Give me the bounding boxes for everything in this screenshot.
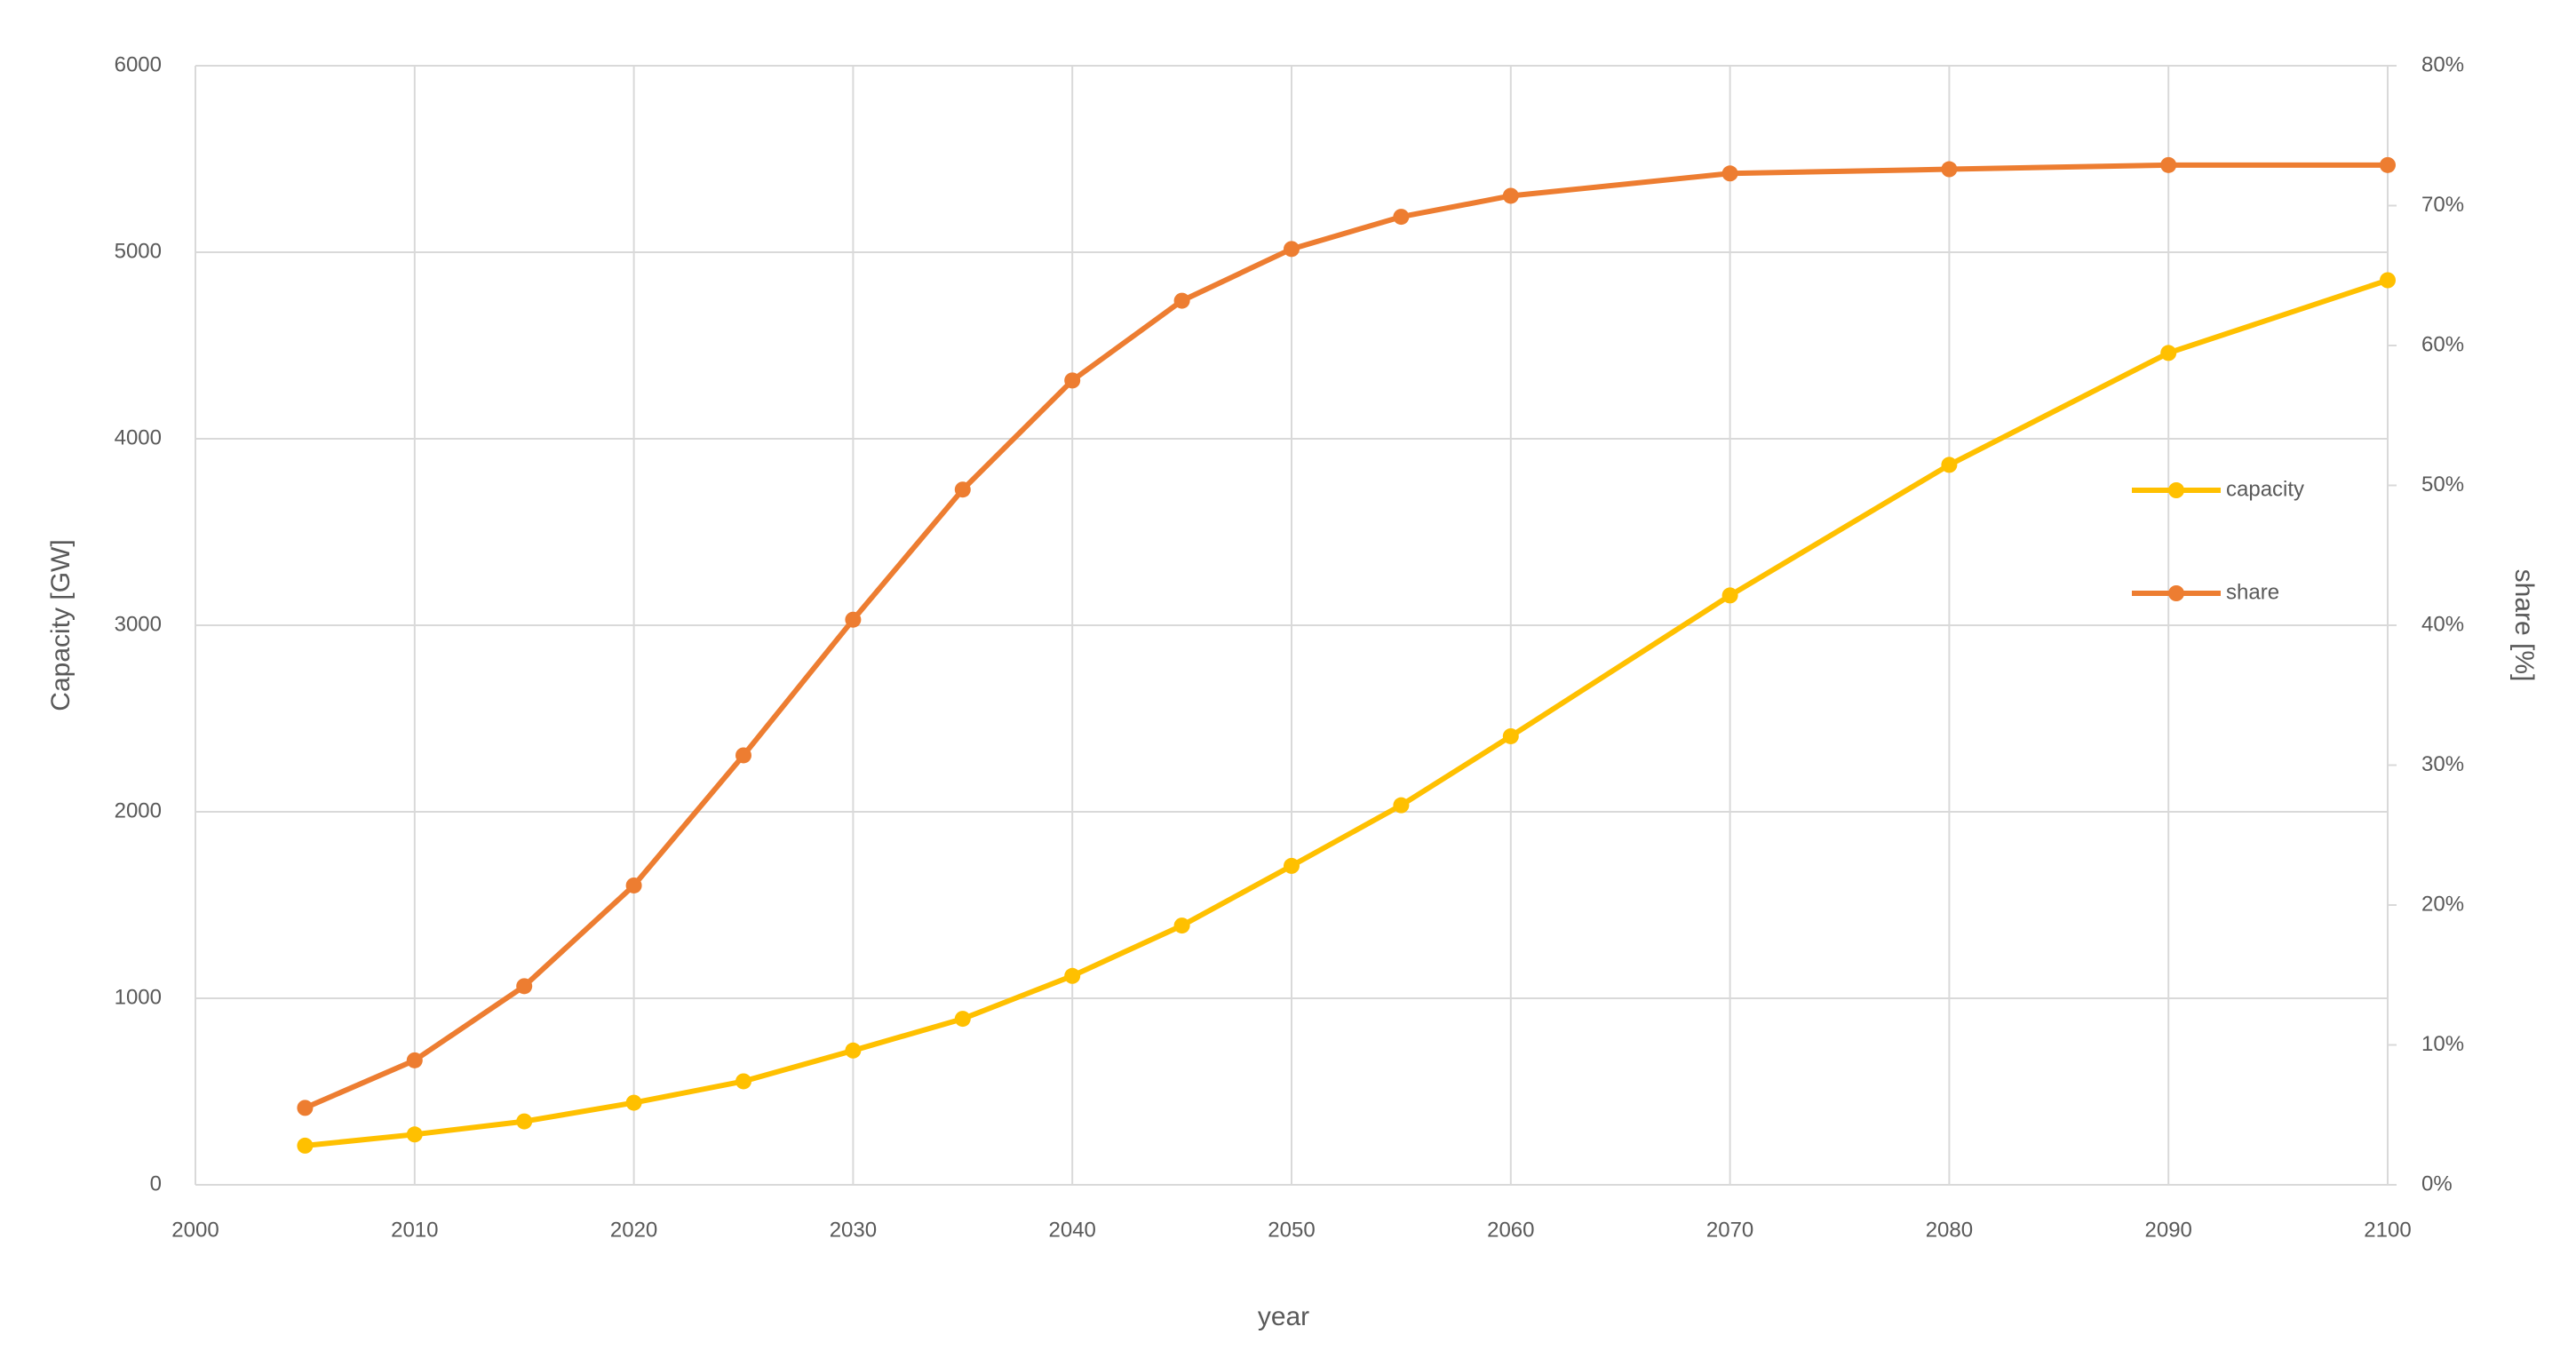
- y-tick-label: 2000: [115, 798, 162, 822]
- y2-tick-label: 70%: [2421, 193, 2464, 217]
- x-tick-label: 2010: [391, 1218, 438, 1242]
- x-tick-label: 2080: [1926, 1218, 1973, 1242]
- y2-tick-label: 10%: [2421, 1032, 2464, 1056]
- y2-tick-label: 20%: [2421, 892, 2464, 916]
- point: [625, 1094, 642, 1111]
- point: [406, 1052, 423, 1068]
- y2-tick-label: 80%: [2421, 52, 2464, 76]
- point: [1502, 727, 1519, 744]
- point: [735, 747, 751, 764]
- point: [1284, 857, 1300, 874]
- point: [1721, 587, 1738, 604]
- x-tick-label: 2040: [1049, 1218, 1096, 1242]
- y2-tick-label: 30%: [2421, 752, 2464, 776]
- point: [2160, 345, 2177, 361]
- point: [1064, 372, 1081, 389]
- point: [1173, 292, 1190, 309]
- point: [1393, 209, 1410, 226]
- point: [845, 1042, 862, 1059]
- legend-label: share: [2226, 580, 2279, 604]
- y-tick-label: 3000: [115, 612, 162, 636]
- point: [1941, 161, 1958, 178]
- legend-marker: [2168, 585, 2184, 601]
- legend-label: capacity: [2226, 477, 2304, 501]
- point: [516, 1113, 533, 1130]
- point: [1721, 165, 1738, 182]
- y2-tick-label: 0%: [2421, 1171, 2453, 1195]
- x-axis-title: year: [1258, 1302, 1309, 1331]
- y-tick-label: 0: [150, 1171, 162, 1195]
- y-tick-label: 1000: [115, 985, 162, 1009]
- point: [406, 1126, 423, 1143]
- y2-tick-label: 40%: [2421, 612, 2464, 636]
- point: [1284, 241, 1300, 258]
- point: [2380, 272, 2396, 289]
- series-line: [305, 277, 2389, 1148]
- legend-marker: [2168, 482, 2184, 498]
- x-tick-label: 2020: [610, 1218, 657, 1242]
- y2-tick-label: 60%: [2421, 332, 2464, 356]
- series-line: [304, 162, 2388, 1111]
- point: [954, 481, 971, 498]
- point: [2160, 156, 2177, 173]
- point: [845, 611, 862, 628]
- point: [735, 1073, 751, 1090]
- point: [1173, 917, 1190, 934]
- point: [625, 877, 642, 893]
- x-tick-label: 2060: [1487, 1218, 1534, 1242]
- point: [1941, 457, 1958, 473]
- point: [516, 978, 533, 995]
- x-tick-label: 2100: [2364, 1218, 2411, 1242]
- point: [1393, 797, 1410, 814]
- x-tick-label: 2030: [830, 1218, 877, 1242]
- y-tick-label: 6000: [115, 52, 162, 76]
- y2-tick-label: 50%: [2421, 473, 2464, 496]
- x-tick-label: 2000: [171, 1218, 219, 1242]
- point: [297, 1100, 314, 1116]
- point: [2380, 156, 2396, 173]
- y-tick-label: 4000: [115, 425, 162, 449]
- y-tick-label: 5000: [115, 239, 162, 263]
- y2-axis-title: share [%]: [2509, 569, 2539, 682]
- x-tick-label: 2070: [1706, 1218, 1753, 1242]
- point: [297, 1137, 314, 1154]
- y-axis-title: Capacity [GW]: [46, 539, 76, 711]
- point: [1502, 187, 1519, 204]
- point: [954, 1011, 971, 1028]
- x-tick-label: 2090: [2145, 1218, 2192, 1242]
- point: [1064, 967, 1081, 984]
- x-tick-label: 2050: [1268, 1218, 1315, 1242]
